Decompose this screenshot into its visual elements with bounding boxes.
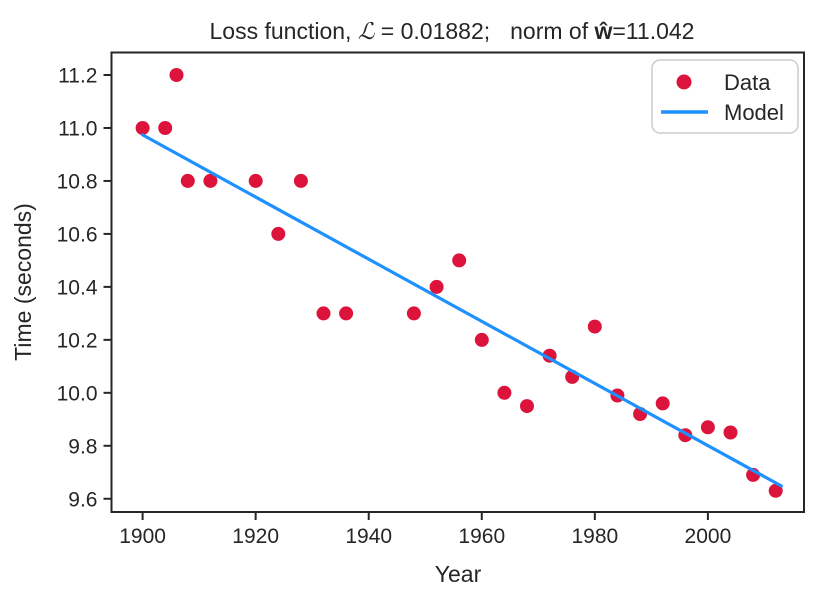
x-tick-label: 1940: [345, 525, 392, 548]
data-point: [293, 173, 308, 188]
y-tick-label: 9.6: [68, 488, 97, 511]
y-tick-label: 10.6: [57, 223, 98, 246]
y-tick-label: 10.2: [57, 329, 98, 352]
data-point: [723, 425, 738, 440]
data-point: [429, 279, 444, 294]
data-point: [203, 173, 218, 188]
data-point: [316, 306, 331, 321]
x-tick-label: 2000: [685, 525, 732, 548]
data-point: [700, 420, 715, 435]
legend: Data Model: [651, 59, 799, 134]
x-tick-label: 1900: [119, 525, 166, 548]
x-tick-label: 1920: [232, 525, 279, 548]
data-point: [452, 253, 467, 268]
y-tick-label: 10.0: [57, 382, 98, 405]
data-point: [655, 396, 670, 411]
x-axis-label: Year: [435, 561, 482, 587]
data-point: [135, 121, 150, 135]
x-tick-label: 1980: [571, 525, 618, 548]
y-axis-label: Time (seconds): [10, 203, 36, 361]
y-tick-label: 11.0: [58, 117, 97, 140]
y-tick-label: 9.8: [68, 435, 97, 458]
loss-symbol: ℒ: [358, 19, 375, 45]
data-point: [497, 385, 512, 400]
legend-data-label: Data: [724, 70, 771, 95]
model-line: [141, 133, 783, 488]
w-hat-symbol: ŵ: [594, 18, 613, 44]
data-point: [248, 173, 263, 188]
legend-model-label: Model: [724, 100, 784, 125]
plot-border: [110, 51, 805, 513]
data-point: [180, 173, 195, 188]
data-point: [271, 226, 286, 241]
x-tick-label: 1960: [458, 525, 505, 548]
y-tick-label: 10.4: [57, 276, 98, 299]
data-point: [474, 332, 489, 347]
data-point: [520, 399, 534, 414]
data-point: [587, 319, 602, 334]
data-point: [169, 68, 184, 82]
chart-title: Loss function, ℒ = 0.01882; norm of ŵ=11.…: [210, 18, 695, 45]
y-tick-label: 10.8: [57, 170, 98, 193]
data-point: [768, 483, 783, 498]
legend-data-marker-icon: [676, 74, 692, 90]
data-point: [339, 306, 354, 321]
data-point: [158, 121, 173, 135]
plot-area: 1900 1920 1940 1960 1980 2000 9.6 9.8 10.0 10.2 10…: [57, 51, 805, 548]
data-point: [406, 306, 421, 321]
y-tick-label: 11.2: [58, 65, 97, 88]
